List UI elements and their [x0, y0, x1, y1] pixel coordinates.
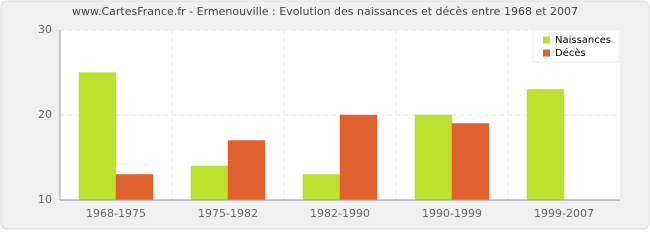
bar: [414, 114, 453, 201]
x-tick-label: 1982-1990: [310, 207, 370, 220]
legend-swatch: [543, 36, 550, 44]
bar: [339, 114, 378, 201]
chart: www.CartesFrance.fr - Ermenouville : Evo…: [0, 0, 650, 230]
bar: [190, 165, 229, 201]
chart-title: www.CartesFrance.fr - Ermenouville : Evo…: [72, 5, 578, 18]
y-tick-label: 30: [38, 23, 52, 36]
bar: [115, 174, 154, 201]
legend-box: [532, 29, 620, 63]
x-tick-label: 1968-1975: [86, 207, 146, 220]
y-tick-label: 20: [38, 108, 52, 121]
bar: [78, 72, 117, 201]
x-tick-label: 1975-1982: [198, 207, 258, 220]
bar: [451, 123, 490, 201]
legend-label: Décès: [555, 47, 586, 59]
legend-label: Naissances: [555, 35, 611, 46]
x-tick-label: 1999-2007: [534, 207, 594, 220]
bar: [302, 174, 341, 201]
y-tick-label: 10: [38, 193, 52, 206]
legend-swatch: [543, 49, 550, 57]
bar: [526, 89, 565, 201]
x-tick-label: 1990-1999: [422, 207, 482, 220]
bar: [227, 140, 266, 201]
